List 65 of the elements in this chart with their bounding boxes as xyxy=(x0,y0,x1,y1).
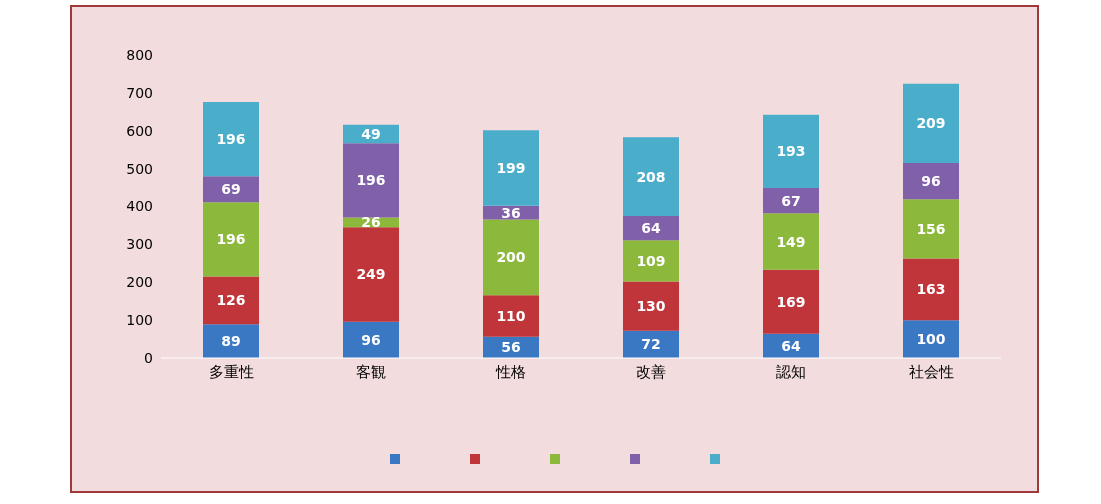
bar xyxy=(903,199,959,259)
y-tick-label: 500 xyxy=(126,160,153,177)
y-tick-label: 200 xyxy=(126,274,153,291)
data-label: 110 xyxy=(496,307,526,324)
bar xyxy=(903,258,959,321)
y-tick-label: 700 xyxy=(126,84,153,101)
data-label: 96 xyxy=(361,331,381,348)
bar xyxy=(903,162,959,200)
bar xyxy=(343,227,399,322)
x-tick-label: 多重性 xyxy=(208,362,254,381)
data-label: 56 xyxy=(501,339,521,356)
bar xyxy=(763,187,819,214)
x-tick-label: 社会性 xyxy=(908,362,954,381)
data-label: 130 xyxy=(636,298,666,315)
data-label: 109 xyxy=(636,252,666,269)
data-label: 64 xyxy=(781,337,801,354)
y-tick-label: 300 xyxy=(126,236,153,253)
bar xyxy=(623,281,679,331)
bar xyxy=(483,219,539,296)
data-label: 163 xyxy=(916,281,946,298)
data-label: 72 xyxy=(641,336,661,353)
data-label: 69 xyxy=(221,181,241,198)
bar xyxy=(483,295,539,337)
bar xyxy=(483,130,539,206)
bar xyxy=(763,269,819,334)
y-tick-label: 600 xyxy=(126,122,153,139)
x-tick-label: 性格 xyxy=(495,362,526,381)
data-label: 149 xyxy=(776,233,806,250)
bar xyxy=(623,240,679,282)
bar xyxy=(203,202,259,277)
data-label: 199 xyxy=(496,160,526,177)
y-tick-label: 100 xyxy=(126,312,153,329)
data-label: 196 xyxy=(216,231,246,248)
data-label: 209 xyxy=(916,115,946,132)
data-label: 89 xyxy=(221,333,241,350)
bar xyxy=(203,324,259,358)
data-label: 96 xyxy=(921,173,941,190)
bar xyxy=(763,114,819,188)
y-tick-label: 800 xyxy=(126,46,153,63)
bar xyxy=(763,213,819,270)
bar xyxy=(903,83,959,163)
data-label: 126 xyxy=(216,292,246,309)
y-tick-label: 400 xyxy=(126,198,153,215)
data-label: 169 xyxy=(776,293,806,310)
data-label: 67 xyxy=(781,192,801,209)
data-label: 64 xyxy=(641,220,661,237)
data-label: 156 xyxy=(916,220,946,237)
data-label: 26 xyxy=(361,214,381,231)
bar xyxy=(203,101,259,177)
bar xyxy=(343,143,399,218)
data-label: 249 xyxy=(356,266,386,283)
data-label: 36 xyxy=(501,204,521,221)
data-label: 100 xyxy=(916,331,946,348)
data-label: 196 xyxy=(216,131,246,148)
x-tick-label: 改善 xyxy=(636,362,666,381)
data-label: 208 xyxy=(636,168,666,185)
data-label: 49 xyxy=(361,125,381,142)
data-label: 200 xyxy=(496,249,526,266)
x-tick-label: 認知 xyxy=(776,362,806,381)
x-tick-label: 客観 xyxy=(356,362,386,381)
bar xyxy=(203,276,259,325)
bar xyxy=(623,137,679,216)
y-tick-label: 0 xyxy=(144,349,153,366)
data-label: 196 xyxy=(356,172,386,189)
data-label: 193 xyxy=(776,143,806,160)
